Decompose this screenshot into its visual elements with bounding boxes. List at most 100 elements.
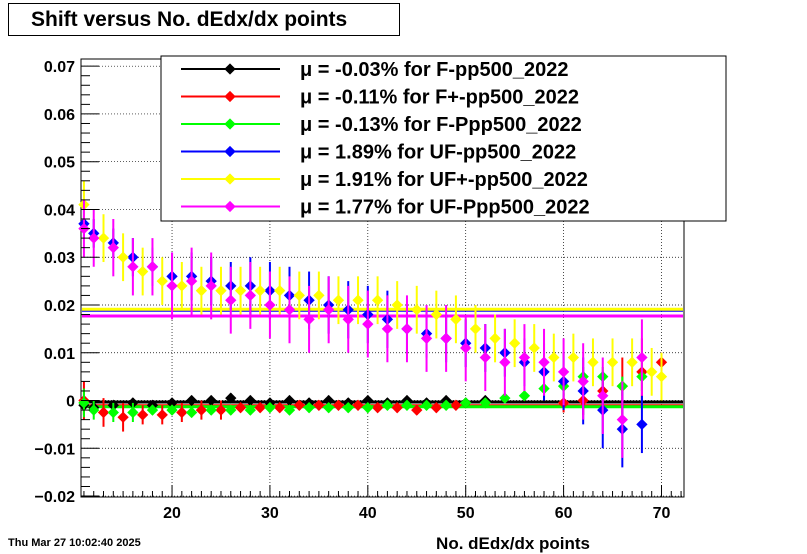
data-point <box>489 332 501 345</box>
x-tick-label: 70 <box>653 505 671 522</box>
data-point <box>597 390 609 402</box>
data-point <box>185 394 198 407</box>
data-point <box>440 332 452 345</box>
data-point <box>254 402 266 414</box>
x-tick-label: 30 <box>261 505 279 522</box>
data-point <box>225 294 237 306</box>
legend-label: μ = 1.89% for UF-pp500_2022 <box>300 142 576 164</box>
legend-label: μ = -0.11% for F+-pp500_2022 <box>300 87 579 109</box>
data-points <box>78 180 668 468</box>
data-point <box>244 404 257 416</box>
data-point <box>391 299 403 311</box>
data-point <box>479 397 491 409</box>
data-point <box>185 406 198 419</box>
data-point <box>137 409 149 421</box>
data-point <box>254 285 266 297</box>
data-point <box>332 399 345 411</box>
data-point <box>156 275 168 287</box>
data-point <box>606 356 619 368</box>
data-point <box>528 342 540 354</box>
data-point <box>411 304 423 316</box>
data-point <box>195 404 208 416</box>
data-point <box>469 323 482 335</box>
y-tick-label: −0.02 <box>35 489 76 506</box>
data-point <box>371 294 384 306</box>
data-point <box>234 285 247 297</box>
data-point <box>342 313 354 325</box>
legend-label: μ = -0.13% for F-Ppp500_2022 <box>300 114 582 136</box>
data-point <box>626 356 638 368</box>
data-point <box>146 404 159 416</box>
data-point <box>313 289 325 302</box>
data-point <box>440 399 452 411</box>
chart-title: Shift versus No. dEdx/dx points <box>31 8 348 31</box>
y-tick-label: 0.07 <box>44 59 75 76</box>
x-tick-label: 50 <box>457 505 475 522</box>
data-point <box>411 404 423 416</box>
y-tick-label: 0 <box>66 394 75 411</box>
data-point <box>430 308 442 321</box>
data-point <box>205 404 217 416</box>
data-point <box>166 397 178 409</box>
data-point <box>479 351 491 364</box>
data-point <box>127 261 139 273</box>
legend-marker <box>224 200 236 213</box>
data-point <box>225 392 237 404</box>
x-tick-label: 20 <box>163 505 181 522</box>
data-point <box>293 399 305 411</box>
data-point <box>274 285 286 297</box>
data-point <box>264 402 276 414</box>
data-point <box>215 404 227 416</box>
data-point <box>313 399 325 411</box>
legend-marker <box>224 173 236 185</box>
data-point <box>352 294 364 306</box>
data-point <box>420 332 433 345</box>
data-point <box>587 356 599 368</box>
data-point <box>352 399 364 411</box>
data-point <box>460 397 472 409</box>
data-point <box>303 313 315 325</box>
data-point <box>499 356 511 368</box>
data-point <box>156 409 168 421</box>
data-point <box>362 394 374 407</box>
data-point <box>548 351 560 364</box>
data-point <box>205 280 217 292</box>
axes: 20 30 40 50 60 70 −0.02 −0.01 0 0.01 0.02 0.03 0.04 0… <box>35 59 682 522</box>
data-point <box>381 323 394 335</box>
legend-box <box>160 55 727 222</box>
data-point <box>577 375 589 388</box>
data-point <box>283 394 296 407</box>
x-tick-label: 40 <box>359 505 377 522</box>
data-point <box>420 399 433 411</box>
data-point <box>460 342 472 354</box>
data-point <box>538 356 550 368</box>
x-axis-label: No. dEdx/dx points <box>436 534 590 553</box>
data-point <box>283 304 296 316</box>
data-point <box>323 304 335 316</box>
y-tick-label: 0.06 <box>44 107 75 124</box>
data-point <box>450 399 462 411</box>
y-tick-label: 0.04 <box>44 202 75 219</box>
data-point <box>323 402 335 414</box>
data-point <box>244 394 257 407</box>
data-point <box>137 265 149 278</box>
data-point <box>293 289 305 302</box>
data-point <box>557 366 570 378</box>
y-tick-label: 0.01 <box>44 346 75 363</box>
x-tick-label: 60 <box>555 505 573 522</box>
data-point <box>234 402 247 414</box>
data-point <box>499 392 511 404</box>
data-point <box>244 289 257 302</box>
data-point <box>205 394 217 407</box>
y-tick-label: 0.05 <box>44 155 75 172</box>
data-point <box>655 370 668 383</box>
data-point <box>636 418 648 431</box>
data-point <box>362 318 374 330</box>
data-point <box>401 399 413 411</box>
data-point <box>264 299 276 311</box>
data-point <box>166 404 178 416</box>
y-tick-label: 0.03 <box>44 250 75 267</box>
legend-label: μ = -0.03% for F-pp500_2022 <box>300 59 568 81</box>
data-point <box>362 402 374 414</box>
legend-label: μ = 1.77% for UF-Ppp500_2022 <box>300 197 590 219</box>
